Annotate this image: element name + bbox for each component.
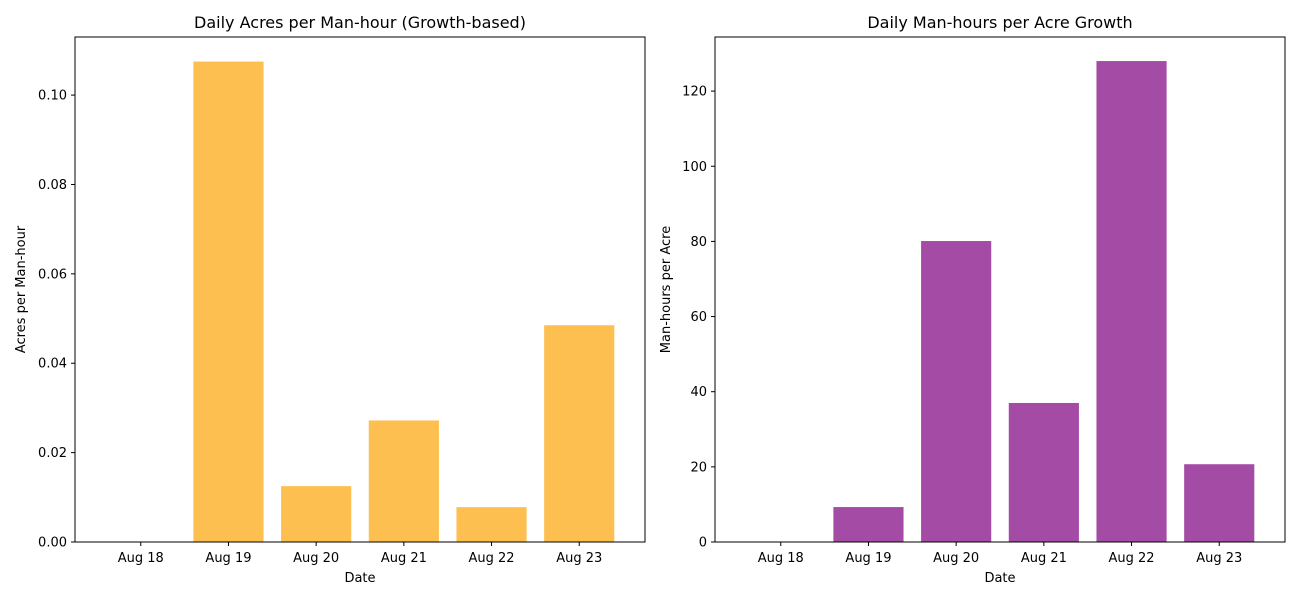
x-tick-label: Aug 23 [556,551,602,566]
chart-acres-per-man-hour: Daily Acres per Man-hour (Growth-based) … [14,13,646,586]
y-tick-label: 20 [690,460,707,475]
x-tick-label: Aug 21 [381,551,427,566]
x-tick-label: Aug 22 [469,551,515,566]
x-tick-label: Aug 18 [758,551,804,566]
x-tick-label: Aug 21 [1021,551,1067,566]
y-tick-label: 40 [690,385,707,400]
bar-aug-19 [193,61,264,542]
y-tick-label: 0.00 [38,536,67,551]
x-tick-label: Aug 23 [1196,551,1242,566]
y-tick-label: 60 [690,310,707,325]
bar-aug-22 [456,507,527,542]
bar-aug-20 [921,241,992,542]
y-tick-label: 0.10 [38,89,67,104]
y-tick-label: 0.06 [38,267,67,282]
x-tick-label: Aug 18 [118,551,164,566]
y-tick-label: 80 [690,235,707,250]
bars [833,61,1255,543]
y-axis-label: Acres per Man-hour [14,225,29,353]
chart-man-hours-per-acre: Daily Man-hours per Acre Growth 0 20 40 60 8… [659,13,1286,586]
y-axis-ticks: 0.00 0.02 0.04 0.06 0.08 0.10 [38,89,75,551]
bars [193,61,615,542]
plot-frame [74,36,646,543]
x-tick-label: Aug 19 [845,551,891,566]
y-tick-label: 0.08 [38,178,67,193]
bar-aug-20 [281,486,352,542]
bar-aug-23 [544,325,615,542]
y-tick-label: 120 [682,85,707,100]
y-tick-label: 0 [699,536,707,551]
bar-aug-21 [1008,402,1079,542]
chart-title: Daily Acres per Man-hour (Growth-based) [194,13,526,32]
y-tick-label: 0.04 [38,357,67,372]
y-axis-ticks: 0 20 40 60 80 100 120 [682,85,715,551]
y-axis-label: Man-hours per Acre [659,226,674,353]
x-tick-label: Aug 22 [1109,551,1155,566]
x-tick-label: Aug 20 [933,551,979,566]
x-axis-ticks: Aug 18 Aug 19 Aug 20 Aug 21 Aug 22 Aug 23 [118,542,602,566]
plot-frame [714,36,1286,543]
x-axis-label: Date [344,571,375,586]
chart-title: Daily Man-hours per Acre Growth [867,13,1132,32]
y-tick-label: 0.02 [38,446,67,461]
bar-aug-22 [1096,61,1167,543]
x-tick-label: Aug 20 [293,551,339,566]
x-axis-label: Date [984,571,1015,586]
bar-aug-23 [1184,464,1255,542]
x-tick-label: Aug 19 [205,551,251,566]
bar-aug-21 [368,420,439,542]
y-tick-label: 100 [682,160,707,175]
bar-aug-19 [833,507,904,542]
x-axis-ticks: Aug 18 Aug 19 Aug 20 Aug 21 Aug 22 Aug 23 [758,542,1242,566]
